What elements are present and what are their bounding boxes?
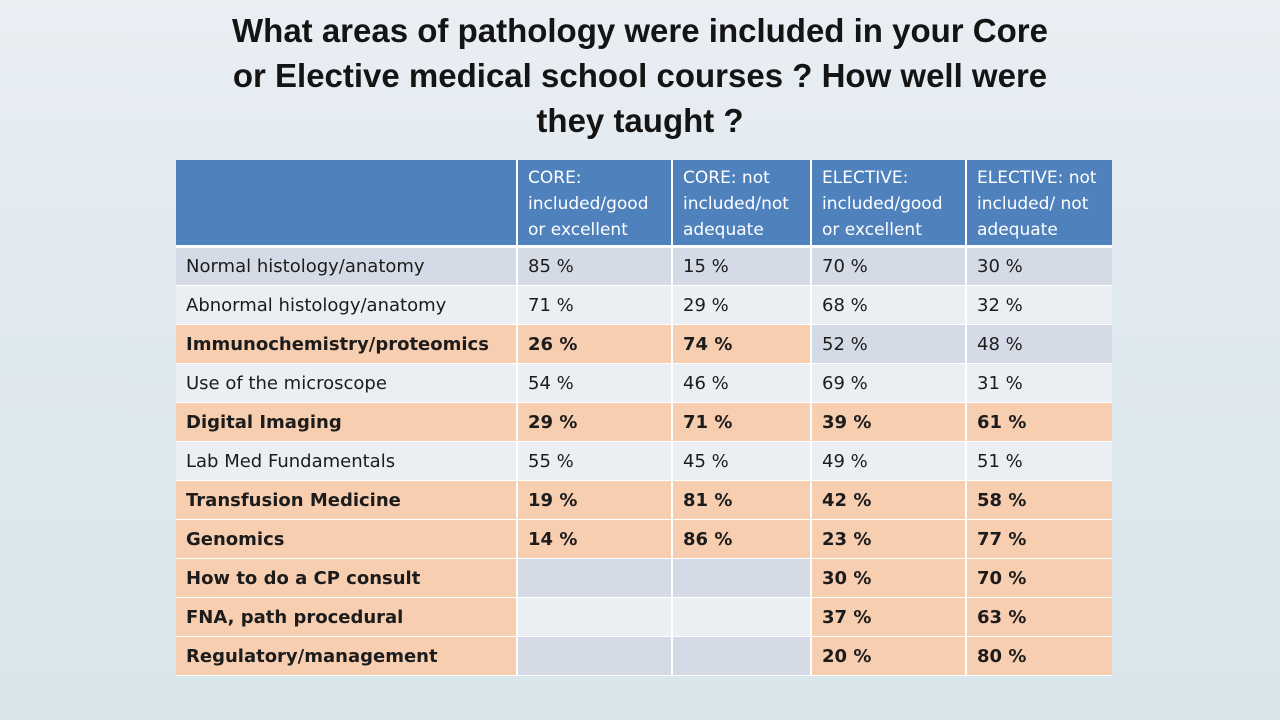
title-line-3: they taught ? [536, 102, 744, 139]
core-good-cell: 54 % [517, 363, 673, 403]
elective-good-cell: 49 % [811, 441, 967, 481]
core-good-cell: 26 % [517, 324, 673, 364]
core-good-cell: 55 % [517, 441, 673, 481]
core-not-cell: 15 % [672, 246, 812, 286]
table-row: Regulatory/management 20 % 80 % [176, 636, 1112, 676]
area-cell: Transfusion Medicine [176, 480, 518, 520]
elective-good-cell: 37 % [811, 597, 967, 637]
area-cell: How to do a CP consult [176, 558, 518, 598]
elective-not-cell: 58 % [966, 480, 1112, 520]
table-row: Genomics 14 % 86 % 23 % 77 % [176, 519, 1112, 559]
elective-not-cell: 32 % [966, 285, 1112, 325]
core-not-cell: 46 % [672, 363, 812, 403]
elective-good-cell: 42 % [811, 480, 967, 520]
elective-not-cell: 30 % [966, 246, 1112, 286]
area-cell: Abnormal histology/anatomy [176, 285, 518, 325]
elective-good-cell: 39 % [811, 402, 967, 442]
core-good-cell [517, 597, 673, 637]
area-cell: Digital Imaging [176, 402, 518, 442]
elective-good-cell: 69 % [811, 363, 967, 403]
area-cell: Normal histology/anatomy [176, 246, 518, 286]
core-good-cell: 85 % [517, 246, 673, 286]
core-not-cell: 81 % [672, 480, 812, 520]
core-not-cell: 74 % [672, 324, 812, 364]
header-area [176, 160, 518, 248]
elective-not-cell: 63 % [966, 597, 1112, 637]
table-row: Transfusion Medicine 19 % 81 % 42 % 58 % [176, 480, 1112, 520]
core-good-cell: 19 % [517, 480, 673, 520]
core-not-cell: 71 % [672, 402, 812, 442]
elective-good-cell: 23 % [811, 519, 967, 559]
title-line-2: or Elective medical school courses ? How… [232, 57, 1048, 94]
core-not-cell [672, 636, 812, 676]
elective-not-cell: 48 % [966, 324, 1112, 364]
elective-good-cell: 68 % [811, 285, 967, 325]
core-good-cell: 71 % [517, 285, 673, 325]
area-cell: Use of the microscope [176, 363, 518, 403]
header-core-good: CORE: included/good or excellent [517, 160, 673, 248]
elective-good-cell: 20 % [811, 636, 967, 676]
table-row: Normal histology/anatomy 85 % 15 % 70 % … [176, 246, 1112, 286]
table-row: Lab Med Fundamentals 55 % 45 % 49 % 51 % [176, 441, 1112, 481]
elective-not-cell: 61 % [966, 402, 1112, 442]
table-row: How to do a CP consult 30 % 70 % [176, 558, 1112, 598]
elective-good-cell: 52 % [811, 324, 967, 364]
header-core-not: CORE: not included/not adequate [672, 160, 812, 248]
area-cell: Genomics [176, 519, 518, 559]
elective-not-cell: 77 % [966, 519, 1112, 559]
table-row: Digital Imaging 29 % 71 % 39 % 61 % [176, 402, 1112, 442]
table-row: Use of the microscope 54 % 46 % 69 % 31 … [176, 363, 1112, 403]
core-good-cell [517, 636, 673, 676]
core-good-cell: 14 % [517, 519, 673, 559]
table-row: FNA, path procedural 37 % 63 % [176, 597, 1112, 637]
core-not-cell [672, 558, 812, 598]
table-row: Abnormal histology/anatomy 71 % 29 % 68 … [176, 285, 1112, 325]
title-line-1: What areas of pathology were included in… [232, 12, 1048, 49]
core-good-cell [517, 558, 673, 598]
area-cell: FNA, path procedural [176, 597, 518, 637]
area-cell: Regulatory/management [176, 636, 518, 676]
core-not-cell [672, 597, 812, 637]
elective-not-cell: 70 % [966, 558, 1112, 598]
area-cell: Lab Med Fundamentals [176, 441, 518, 481]
elective-good-cell: 30 % [811, 558, 967, 598]
table-row: Immunochemistry/proteomics 26 % 74 % 52 … [176, 324, 1112, 364]
header-elective-not: ELECTIVE: not included/ not adequate [966, 160, 1112, 248]
elective-not-cell: 31 % [966, 363, 1112, 403]
core-not-cell: 45 % [672, 441, 812, 481]
table-header-row: CORE: included/good or excellent CORE: n… [176, 160, 1112, 248]
core-good-cell: 29 % [517, 402, 673, 442]
slide-title: What areas of pathology were included in… [140, 8, 1140, 143]
elective-not-cell: 51 % [966, 441, 1112, 481]
core-not-cell: 29 % [672, 285, 812, 325]
elective-not-cell: 80 % [966, 636, 1112, 676]
pathology-survey-table: CORE: included/good or excellent CORE: n… [176, 160, 1112, 676]
area-cell: Immunochemistry/proteomics [176, 324, 518, 364]
header-elective-good: ELECTIVE: included/good or excellent [811, 160, 967, 248]
core-not-cell: 86 % [672, 519, 812, 559]
elective-good-cell: 70 % [811, 246, 967, 286]
